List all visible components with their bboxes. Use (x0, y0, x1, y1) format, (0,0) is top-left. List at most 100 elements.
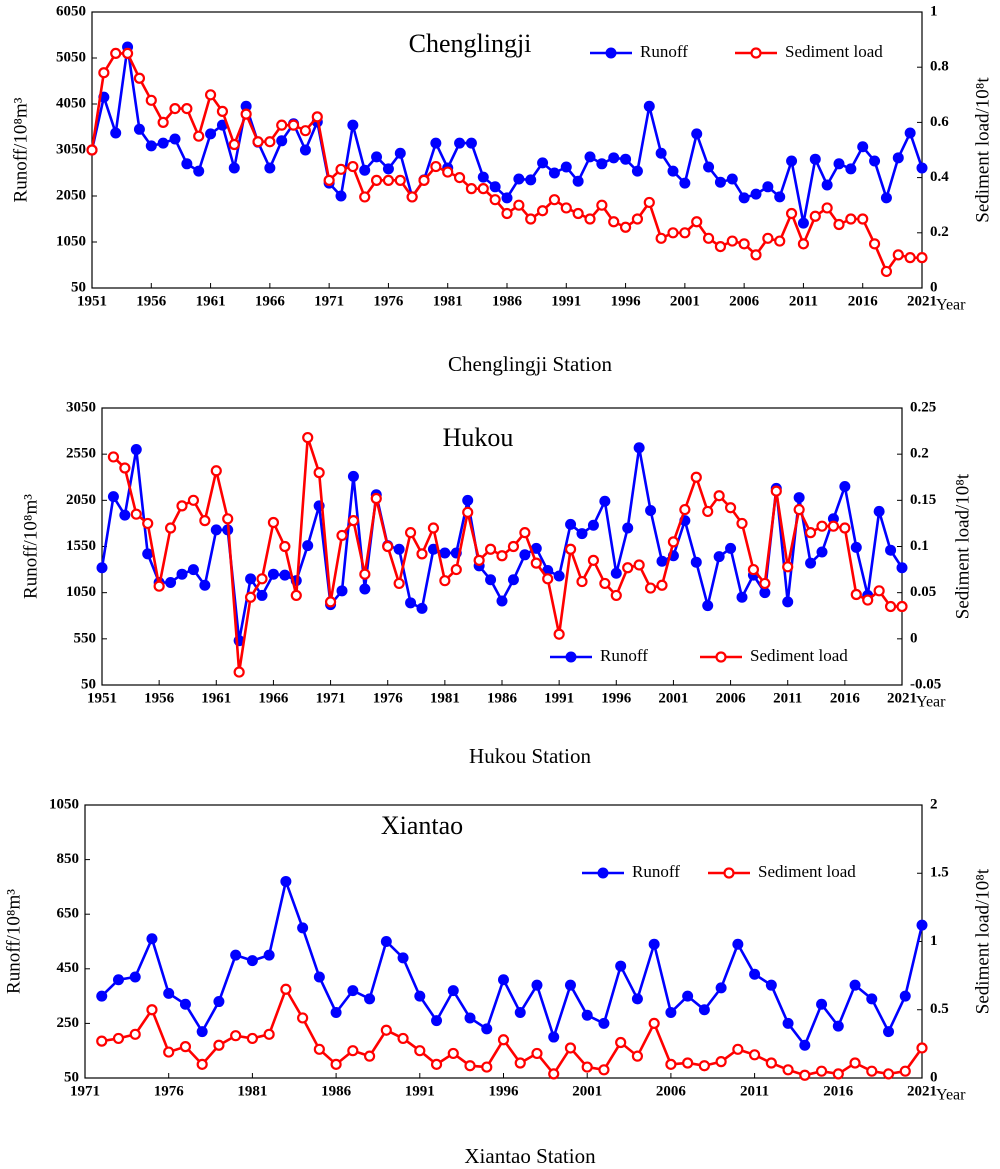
data-point (610, 567, 622, 579)
y-tick-label: 650 (57, 906, 80, 922)
data-point (816, 546, 828, 558)
data-point (809, 153, 821, 165)
y2-tick-label: 0 (910, 630, 918, 646)
y-tick-label: 4050 (56, 95, 86, 111)
x-axis-label: Year (936, 297, 966, 314)
data-point (679, 177, 691, 189)
data-point (299, 144, 311, 156)
data-point (564, 1042, 577, 1054)
data-point (311, 111, 323, 123)
data-point (916, 1042, 928, 1054)
data-point (394, 174, 406, 186)
data-point (336, 529, 348, 542)
legend-marker (723, 867, 735, 879)
data-point (204, 89, 217, 101)
data-point (622, 562, 634, 574)
data-point (453, 172, 466, 184)
data-point (682, 990, 694, 1002)
x-tick-label: 1971 (316, 690, 346, 706)
x-tick-label: 1991 (551, 293, 581, 309)
data-point (631, 993, 643, 1005)
data-point (442, 166, 454, 178)
data-point (302, 431, 314, 444)
data-point (793, 503, 805, 516)
data-point (462, 494, 474, 506)
data-point (619, 221, 632, 233)
x-tick-label: 2021 (907, 293, 937, 309)
data-point (481, 1023, 493, 1035)
y2-tick-label: 0.5 (930, 1001, 949, 1017)
y-tick-label: 1550 (66, 538, 96, 554)
data-point (347, 119, 359, 131)
data-point (263, 1028, 275, 1040)
data-point (839, 480, 851, 492)
y-tick-label: 3050 (56, 141, 86, 157)
data-point (447, 985, 459, 997)
data-point (216, 105, 229, 117)
data-point (359, 583, 371, 595)
data-point (418, 174, 430, 186)
data-point (287, 119, 300, 131)
data-point (246, 1032, 258, 1045)
data-point (481, 1061, 493, 1073)
x-tick-label: 2011 (740, 1083, 769, 1099)
data-point (667, 536, 680, 548)
data-point (631, 165, 643, 177)
data-point (599, 577, 611, 590)
data-point (644, 582, 657, 594)
x-tick-label: 1966 (255, 293, 286, 309)
data-point (703, 161, 715, 173)
data-point (631, 1050, 644, 1062)
data-point (145, 94, 157, 106)
data-point (181, 158, 193, 170)
series-line (112, 437, 902, 673)
x-tick-label: 1976 (154, 1083, 185, 1099)
data-point (264, 162, 276, 174)
data-point (631, 213, 644, 225)
data-point (850, 541, 862, 553)
data-point (163, 987, 175, 999)
data-point (477, 183, 489, 195)
data-point (513, 173, 525, 185)
data-point (240, 108, 252, 120)
data-point (179, 1041, 192, 1053)
data-point (759, 587, 771, 599)
y2-axis-label: Sediment load/10⁸t (972, 868, 993, 1014)
data-point (667, 165, 679, 177)
data-point (581, 1061, 593, 1073)
data-point (280, 983, 292, 995)
data-point (324, 596, 337, 608)
data-point (347, 160, 359, 173)
data-point (279, 540, 291, 553)
x-tick-label: 1981 (237, 1083, 267, 1099)
series-line (100, 447, 904, 641)
y-axis-label: Runoff/10⁸m³ (10, 97, 31, 202)
data-point (347, 985, 359, 997)
data-point (335, 163, 347, 175)
data-point (489, 194, 501, 206)
data-point (725, 542, 737, 554)
data-point (96, 1035, 108, 1047)
data-point (199, 515, 211, 527)
data-point (323, 174, 335, 186)
data-point (330, 1058, 342, 1070)
y2-axis-label: Sediment load/10⁸t (952, 473, 973, 619)
data-point (832, 1020, 844, 1032)
data-point (414, 990, 426, 1002)
y-tick-label: 6050 (56, 3, 86, 19)
data-point (133, 72, 146, 84)
data-point (702, 505, 714, 518)
x-tick-label: 1976 (373, 690, 404, 706)
data-point (598, 1017, 610, 1029)
x-tick-label: 1976 (373, 293, 404, 309)
data-point (759, 577, 771, 590)
data-point (615, 960, 627, 972)
data-point (576, 528, 588, 540)
data-point (464, 1060, 476, 1072)
y2-tick-label: -0.05 (910, 676, 941, 692)
data-point (762, 181, 774, 193)
data-point (380, 1024, 392, 1036)
data-point (121, 47, 134, 60)
y-tick-label: 250 (57, 1015, 80, 1031)
data-point (112, 974, 124, 986)
